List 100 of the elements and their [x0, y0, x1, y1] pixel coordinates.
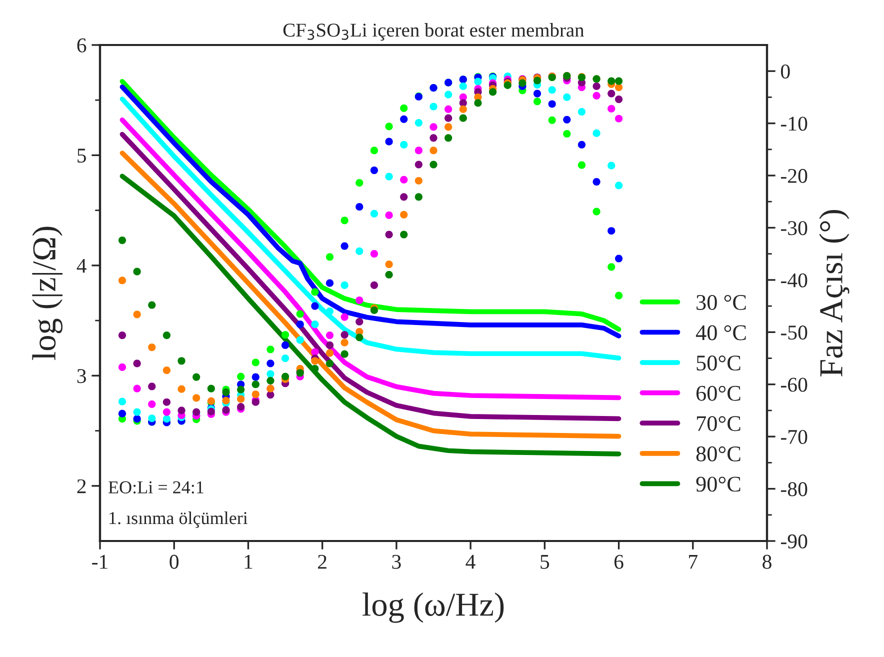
point: [207, 384, 215, 392]
point: [178, 406, 186, 414]
point: [430, 134, 438, 142]
point: [118, 363, 126, 371]
point: [133, 268, 141, 276]
point: [311, 302, 319, 310]
point: [414, 118, 422, 127]
point: [400, 176, 408, 184]
legend-label: 80°C: [696, 446, 740, 462]
y-tick-label: 4: [76, 258, 86, 273]
point: [133, 360, 141, 368]
point: [266, 370, 274, 378]
point: [444, 134, 452, 142]
point: [237, 395, 245, 403]
point: [518, 79, 526, 87]
point: [614, 77, 623, 85]
y2-tick-label: -50: [780, 326, 808, 340]
point: [118, 331, 126, 340]
point: [592, 129, 600, 138]
point: [430, 160, 438, 168]
point: [326, 349, 334, 357]
point: [614, 182, 623, 190]
point: [444, 90, 452, 98]
point: [133, 384, 141, 392]
legend-label: 60°C: [696, 386, 740, 401]
y2-tick-label: -30: [780, 221, 808, 236]
point: [192, 373, 200, 381]
point: [148, 343, 156, 352]
point: [370, 146, 378, 154]
point: [252, 373, 260, 381]
point: [207, 408, 215, 416]
point: [326, 253, 334, 261]
point: [296, 320, 304, 328]
x-axis-title: log (ω/Hz): [362, 592, 504, 623]
point: [178, 357, 186, 365]
point: [148, 382, 156, 390]
point: [237, 372, 245, 380]
point: [340, 216, 348, 224]
point: [370, 210, 378, 218]
legend-label: 90°C: [696, 476, 740, 492]
x-tick-label: 7: [689, 555, 698, 569]
point: [430, 146, 438, 154]
point: [459, 105, 467, 114]
chart-title: CF$_{3}$SO$_{3}$Li içeren borat ester membran: [283, 23, 584, 41]
point: [614, 114, 623, 122]
point: [370, 281, 378, 289]
point: [548, 100, 556, 108]
point: [340, 338, 348, 346]
point: [608, 90, 616, 98]
point: [118, 236, 126, 244]
point: [340, 281, 348, 289]
y-tick-label: 2: [77, 479, 86, 494]
point: [400, 230, 408, 238]
point: [444, 123, 452, 131]
point: [608, 227, 616, 235]
y2-tick-label: -60: [780, 378, 808, 392]
y2-tick-label: -80: [780, 482, 808, 496]
point: [444, 114, 452, 122]
point: [533, 98, 542, 106]
point: [414, 146, 422, 154]
point: [356, 203, 364, 211]
point: [548, 86, 556, 94]
y2-tick-label: -40: [780, 273, 808, 288]
point: [311, 320, 319, 328]
point: [592, 92, 600, 100]
point: [133, 408, 141, 416]
point: [296, 336, 304, 344]
legend-label: 30 °C: [696, 294, 746, 310]
y-tick-label: 3: [77, 369, 86, 384]
point: [614, 83, 623, 92]
point: [356, 296, 364, 304]
legend-label: 50°C: [696, 356, 740, 371]
point: [133, 310, 141, 318]
point: [459, 82, 467, 90]
point: [474, 78, 482, 86]
point: [340, 330, 348, 339]
point: [533, 90, 542, 98]
point: [608, 162, 616, 170]
x-tick-label: -1: [92, 554, 108, 569]
point: [266, 360, 274, 368]
point: [614, 95, 623, 104]
point: [118, 276, 126, 284]
point: [385, 172, 393, 180]
point: [237, 386, 245, 394]
point: [385, 270, 393, 279]
point: [459, 99, 467, 107]
legend-label: 40 °C: [696, 325, 746, 340]
point: [400, 104, 408, 112]
y2-tick-label: -10: [780, 116, 808, 131]
point: [281, 354, 290, 362]
x-tick-label: 0: [170, 554, 179, 569]
point: [162, 415, 171, 423]
point: [385, 138, 393, 146]
point: [385, 230, 393, 238]
point: [578, 108, 586, 116]
point: [356, 334, 364, 342]
point: [356, 179, 364, 187]
point: [326, 341, 334, 350]
point: [148, 414, 156, 422]
legend-label: 70°C: [696, 416, 740, 432]
